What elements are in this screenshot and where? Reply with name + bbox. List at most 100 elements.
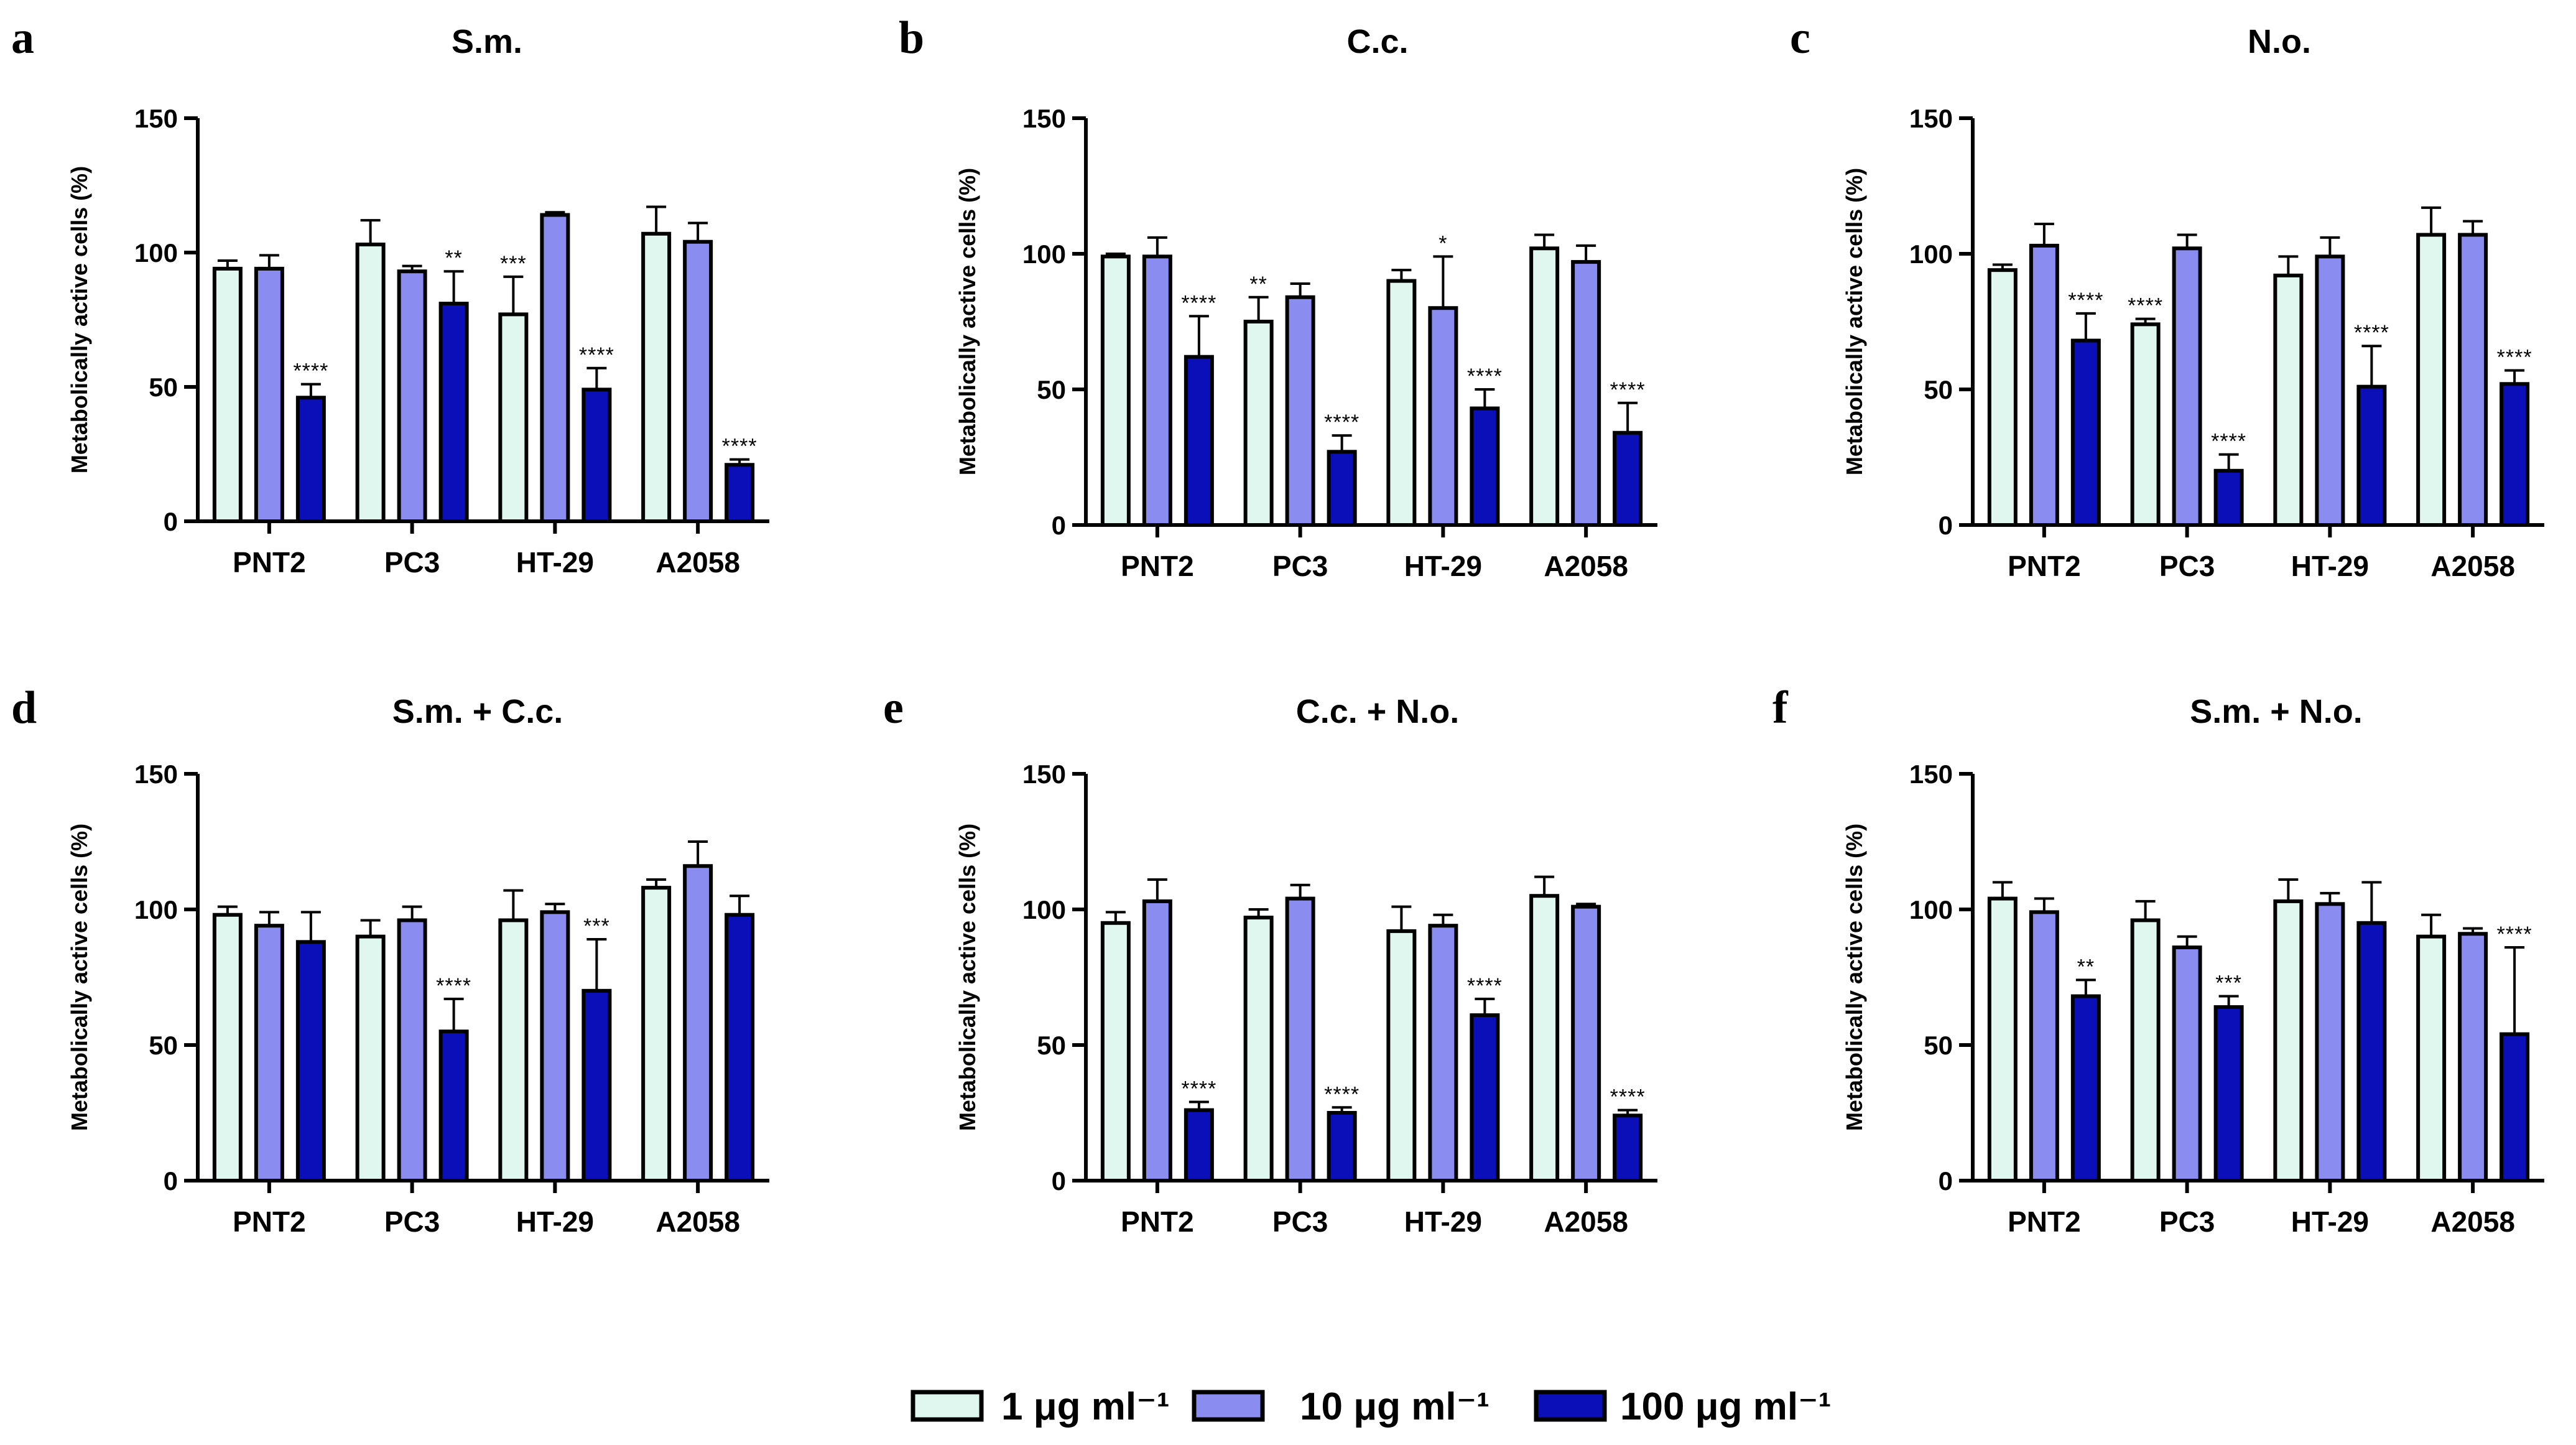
x-tick-label: A2058 (1544, 1206, 1628, 1238)
significance-label: **** (2354, 321, 2389, 345)
bar-a-a2058-s2 (725, 463, 755, 524)
y-tick-label: 100 (1909, 895, 1953, 924)
bar-f-pnt2-s1 (2029, 910, 2059, 1182)
chart-title: C.c. + N.o. (1296, 693, 1460, 730)
panel-letter: c (1790, 12, 1810, 63)
x-tick-label: HT-29 (516, 546, 594, 578)
bar-a-pnt2-s2 (295, 396, 326, 524)
y-tick-label: 100 (1022, 239, 1066, 269)
bar-e-pnt2-s2 (1184, 1108, 1214, 1183)
chart-panel-c: c N.o. Metabolically active cells (%) 0 50 10… (1790, 12, 2544, 582)
significance-label: *** (583, 914, 610, 938)
bar-d-ht-29-s1 (540, 910, 570, 1182)
legend-swatch (1192, 1390, 1265, 1422)
x-tick-label: PNT2 (1121, 550, 1194, 582)
bar-f-pc3-s2 (2213, 1005, 2244, 1182)
bar-c-pc3-s1 (2172, 246, 2202, 527)
y-tick-label: 0 (1052, 511, 1066, 540)
bar-f-pc3-s1 (2172, 946, 2202, 1183)
y-tick-label: 150 (1022, 760, 1066, 789)
y-axis-label: Metabolically active cells (%) (955, 168, 980, 475)
y-axis-label: Metabolically active cells (%) (1842, 824, 1867, 1131)
y-tick-label: 50 (1924, 1031, 1953, 1060)
y-tick-label: 150 (134, 760, 178, 789)
bar-a-a2058-s1 (683, 239, 713, 523)
panel-letter: f (1772, 682, 1789, 733)
x-tick-label: PC3 (1272, 1206, 1328, 1238)
bar-c-ht-29-s2 (2356, 384, 2387, 527)
panel-letter: a (11, 12, 34, 63)
x-tick-label: PNT2 (233, 546, 306, 578)
y-tick-label: 50 (1037, 375, 1066, 404)
y-tick-label: 0 (164, 1166, 178, 1196)
bar-f-ht-29-s1 (2315, 902, 2345, 1183)
legend-label: 10 μg ml⁻¹ (1300, 1385, 1490, 1428)
chart-title: S.m. + N.o. (2190, 693, 2363, 730)
y-axis-label: Metabolically active cells (%) (955, 824, 980, 1131)
chart-panel-b: b C.c. Metabolically active cells (%) 0 50 10… (899, 12, 1657, 582)
bar-b-pnt2-s1 (1142, 254, 1172, 527)
legend-swatch (1534, 1390, 1607, 1422)
bar-d-pnt2-s2 (295, 940, 326, 1182)
x-tick-label: HT-29 (1404, 1206, 1482, 1238)
bar-b-ht-29-s2 (1470, 406, 1500, 527)
bar-a-a2058-s0 (641, 231, 672, 523)
bar-b-ht-29-s1 (1428, 306, 1458, 527)
bar-e-ht-29-s0 (1386, 929, 1417, 1182)
significance-label: **** (1181, 291, 1216, 315)
significance-label: ** (1249, 272, 1267, 296)
bar-d-pc3-s2 (438, 1029, 469, 1182)
bar-d-pnt2-s0 (212, 913, 243, 1182)
bar-e-pnt2-s1 (1142, 899, 1172, 1183)
significance-label: **** (2497, 345, 2532, 369)
x-tick-label: A2058 (2430, 1206, 2515, 1238)
bar-c-ht-29-s0 (2273, 273, 2304, 527)
chart-title: S.m. (452, 23, 522, 60)
bar-d-a2058-s0 (641, 886, 672, 1182)
x-tick-label: PC3 (1272, 550, 1328, 582)
significance-label: * (1439, 231, 1447, 255)
chart-title: S.m. + C.c. (392, 693, 563, 730)
bar-f-a2058-s2 (2500, 1032, 2530, 1183)
x-tick-label: HT-29 (516, 1206, 594, 1238)
bar-b-pnt2-s0 (1100, 254, 1131, 527)
bar-b-pnt2-s2 (1184, 355, 1214, 527)
x-tick-label: PC3 (384, 1206, 440, 1238)
significance-label: **** (1467, 974, 1503, 998)
chart-title: C.c. (1346, 23, 1408, 60)
x-tick-label: HT-29 (2291, 1206, 2369, 1238)
chart-title: N.o. (2248, 23, 2311, 60)
panel-letter: d (11, 682, 37, 733)
x-tick-label: PNT2 (2008, 550, 2081, 582)
significance-label: **** (722, 435, 758, 458)
significance-label: ** (2077, 955, 2095, 978)
significance-label: **** (2128, 294, 2163, 318)
bar-e-pc3-s0 (1243, 916, 1274, 1182)
x-tick-label: PNT2 (2008, 1206, 2081, 1238)
bar-c-ht-29-s1 (2315, 254, 2345, 527)
bar-b-ht-29-s0 (1386, 279, 1417, 527)
y-tick-label: 150 (1909, 104, 1953, 133)
chart-panel-d: d S.m. + C.c. Metabolically active cells (… (11, 682, 769, 1238)
significance-label: **** (579, 343, 614, 367)
y-tick-label: 50 (1924, 375, 1953, 404)
bar-c-a2058-s2 (2500, 382, 2530, 527)
significance-label: *** (2215, 972, 2242, 995)
significance-label: **** (293, 360, 328, 383)
bar-d-a2058-s1 (683, 864, 713, 1182)
bar-f-a2058-s1 (2458, 932, 2488, 1182)
legend-label: 100 μg ml⁻¹ (1620, 1385, 1831, 1428)
chart-panel-f: f S.m. + N.o. Metabolically active cells (… (1772, 682, 2544, 1238)
y-tick-label: 0 (1939, 1166, 1953, 1196)
y-tick-label: 100 (1022, 895, 1066, 924)
legend-swatch (910, 1390, 984, 1422)
bar-e-a2058-s1 (1571, 904, 1601, 1182)
bar-d-ht-29-s0 (498, 918, 529, 1182)
significance-label: *** (500, 252, 527, 276)
bar-f-pnt2-s0 (1987, 896, 2018, 1183)
significance-label: **** (1610, 378, 1646, 402)
y-tick-label: 100 (134, 238, 178, 267)
bar-f-ht-29-s0 (2273, 899, 2304, 1183)
y-tick-label: 50 (149, 1031, 178, 1060)
